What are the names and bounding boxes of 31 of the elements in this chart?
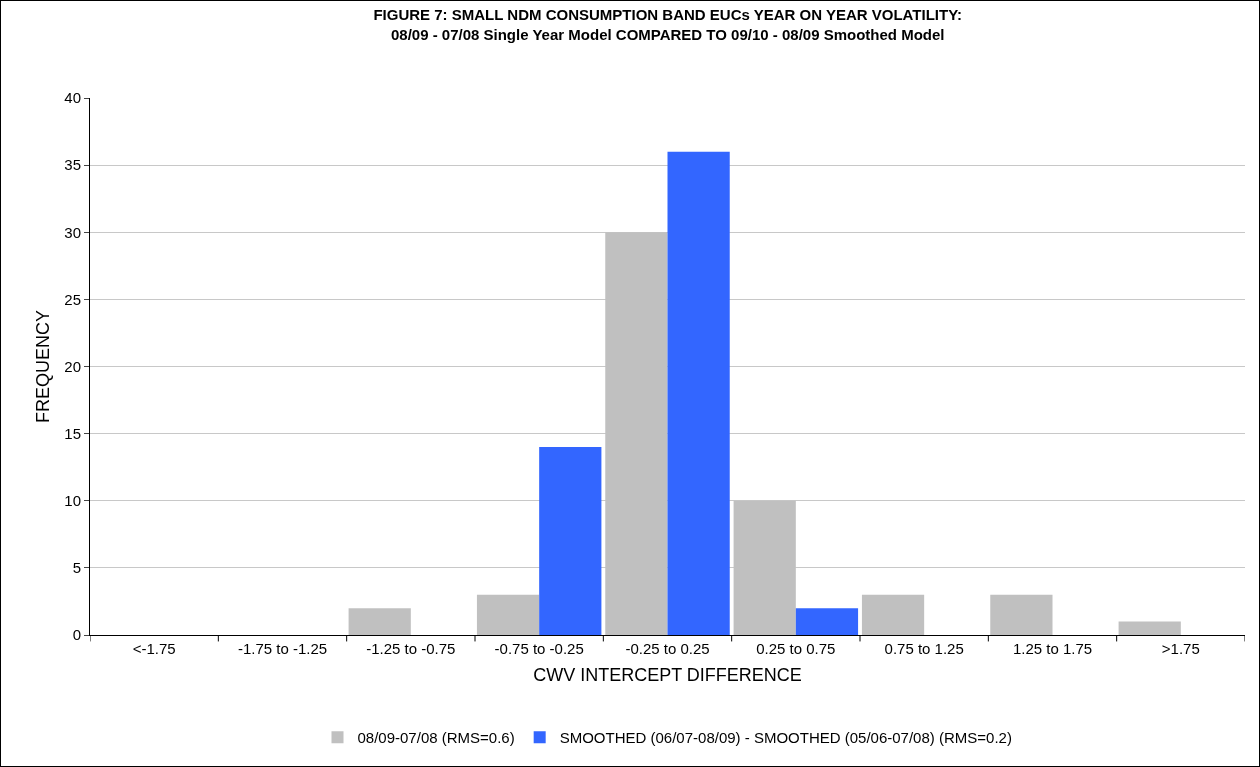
y-tick-label: 30: [64, 223, 81, 241]
x-tick-label: >1.75: [1161, 640, 1200, 657]
bar: [476, 594, 540, 635]
y-tick-label: 5: [72, 559, 81, 577]
bar: [539, 447, 602, 635]
y-tick-label: 40: [64, 89, 81, 107]
x-tick-label: 0.25 to 0.75: [756, 640, 836, 657]
x-axis-title: CWV INTERCEPT DIFFERENCE: [533, 665, 802, 686]
bar: [861, 594, 925, 635]
y-tick-label: 10: [64, 492, 81, 509]
chart-title: FIGURE 7: SMALL NDM CONSUMPTION BAND EUCs YEAR ON YEAR VOLATILITY: 08/09 - 07/08 Single Year Model COMPARED TO 09/10 - 08/09 Smoothed Model: [373, 6, 963, 43]
y-tick-label: 15: [64, 424, 81, 442]
legend-label: 08/09-07/08 (RMS=0.6): [357, 729, 515, 747]
bar: [348, 608, 411, 635]
y-axis-title: FREQUENCY: [32, 309, 53, 424]
y-tick-label: 0: [72, 626, 81, 644]
x-tick-label: -1.75 to -1.25: [237, 640, 328, 657]
y-tick-label: 35: [64, 156, 81, 174]
x-tick-label: 1.25 to 1.75: [1012, 640, 1093, 657]
x-tick-label: -1.25 to -0.75: [366, 640, 456, 657]
x-tick-label: <-1.75: [132, 640, 176, 657]
bar: [990, 594, 1053, 635]
y-tick-label: 25: [64, 290, 81, 308]
y-tick-label: 20: [64, 357, 81, 375]
legend-label: SMOOTHED (06/07-08/09) - SMOOTHED (05/06-07/08) (RMS=0.2): [559, 729, 1012, 747]
x-tick-label: -0.75 to -0.25: [494, 640, 584, 657]
bar: [795, 608, 859, 635]
bar: [1118, 621, 1181, 635]
bar: [667, 151, 730, 635]
x-tick-label: 0.75 to 1.25: [884, 640, 964, 657]
x-tick-label: -0.25 to 0.25: [625, 640, 710, 657]
